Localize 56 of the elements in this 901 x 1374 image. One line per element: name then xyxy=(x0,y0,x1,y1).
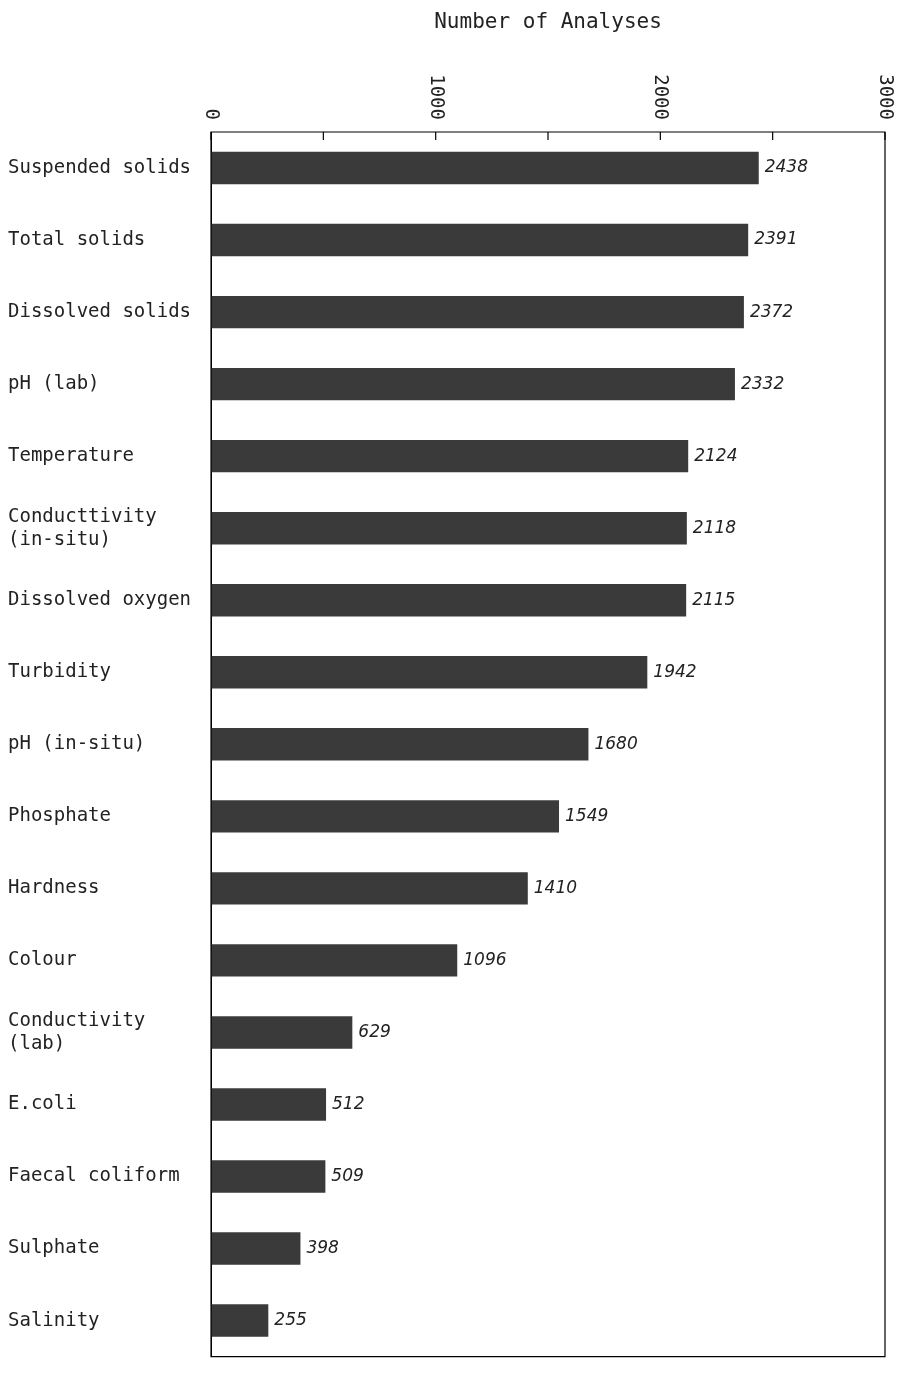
data-label: 629 xyxy=(358,1020,391,1041)
bar xyxy=(211,151,759,185)
y-tick-label: Suspended solids xyxy=(8,154,192,177)
y-tick-label: Total solids xyxy=(8,226,146,249)
data-label: 2391 xyxy=(754,228,798,249)
y-tick-label: E.coli xyxy=(8,1091,77,1114)
bar xyxy=(211,223,749,257)
bar xyxy=(211,584,687,617)
data-label: 1680 xyxy=(594,732,638,753)
y-tick-label: Hardness xyxy=(8,875,100,898)
y-tick-label: Conductivity (lab) xyxy=(8,1007,146,1053)
bar xyxy=(211,944,458,977)
y-tick-label: Sulphate xyxy=(8,1235,100,1258)
bar xyxy=(211,800,560,833)
data-label: 1549 xyxy=(565,804,609,825)
data-label: 2332 xyxy=(740,372,785,393)
bar xyxy=(211,1016,353,1049)
bar xyxy=(211,511,687,545)
bar xyxy=(211,367,735,401)
y-tick-label: pH (in-situ) xyxy=(8,731,146,754)
y-tick-label: Dissolved solids xyxy=(8,299,192,322)
data-label: 2115 xyxy=(692,588,736,609)
bar xyxy=(211,656,648,689)
data-label: 2124 xyxy=(694,444,738,465)
data-label: 2372 xyxy=(749,300,794,321)
bar xyxy=(211,1232,301,1265)
data-label: 1942 xyxy=(653,660,697,681)
x-tick-label: 1000 xyxy=(426,74,449,120)
y-tick-label: Salinity xyxy=(8,1307,100,1330)
y-tick-label: Colour xyxy=(8,947,77,970)
data-label: 255 xyxy=(274,1309,307,1329)
data-label: 2438 xyxy=(764,156,809,177)
x-tick-label: 0 xyxy=(202,108,225,120)
y-tick-label: Dissolved oxygen xyxy=(8,587,192,610)
bar xyxy=(211,295,744,329)
x-tick-label: 2000 xyxy=(651,74,674,120)
bar xyxy=(211,1088,327,1121)
y-tick-label: Phosphate xyxy=(8,803,111,826)
data-label: 2118 xyxy=(692,516,737,537)
y-tick-label: Faecal coliform xyxy=(8,1163,180,1186)
bar xyxy=(211,439,689,473)
data-label: 1096 xyxy=(463,948,507,969)
data-label: 509 xyxy=(331,1164,364,1185)
bar xyxy=(211,728,589,761)
x-axis-title: Number of Analyses xyxy=(434,8,662,33)
bar xyxy=(211,1304,269,1337)
y-tick-label: Conducttivity (in-situ) xyxy=(8,503,157,549)
data-label: 512 xyxy=(332,1092,365,1113)
bar xyxy=(211,872,528,905)
x-tick-label: 3000 xyxy=(876,74,899,120)
y-tick-label: Turbidity xyxy=(8,659,111,682)
data-label: 1410 xyxy=(533,876,578,897)
y-tick-label: pH (lab) xyxy=(8,371,100,394)
y-tick-label: Temperature xyxy=(8,443,134,466)
bar xyxy=(211,1160,326,1193)
data-label: 398 xyxy=(306,1236,340,1257)
